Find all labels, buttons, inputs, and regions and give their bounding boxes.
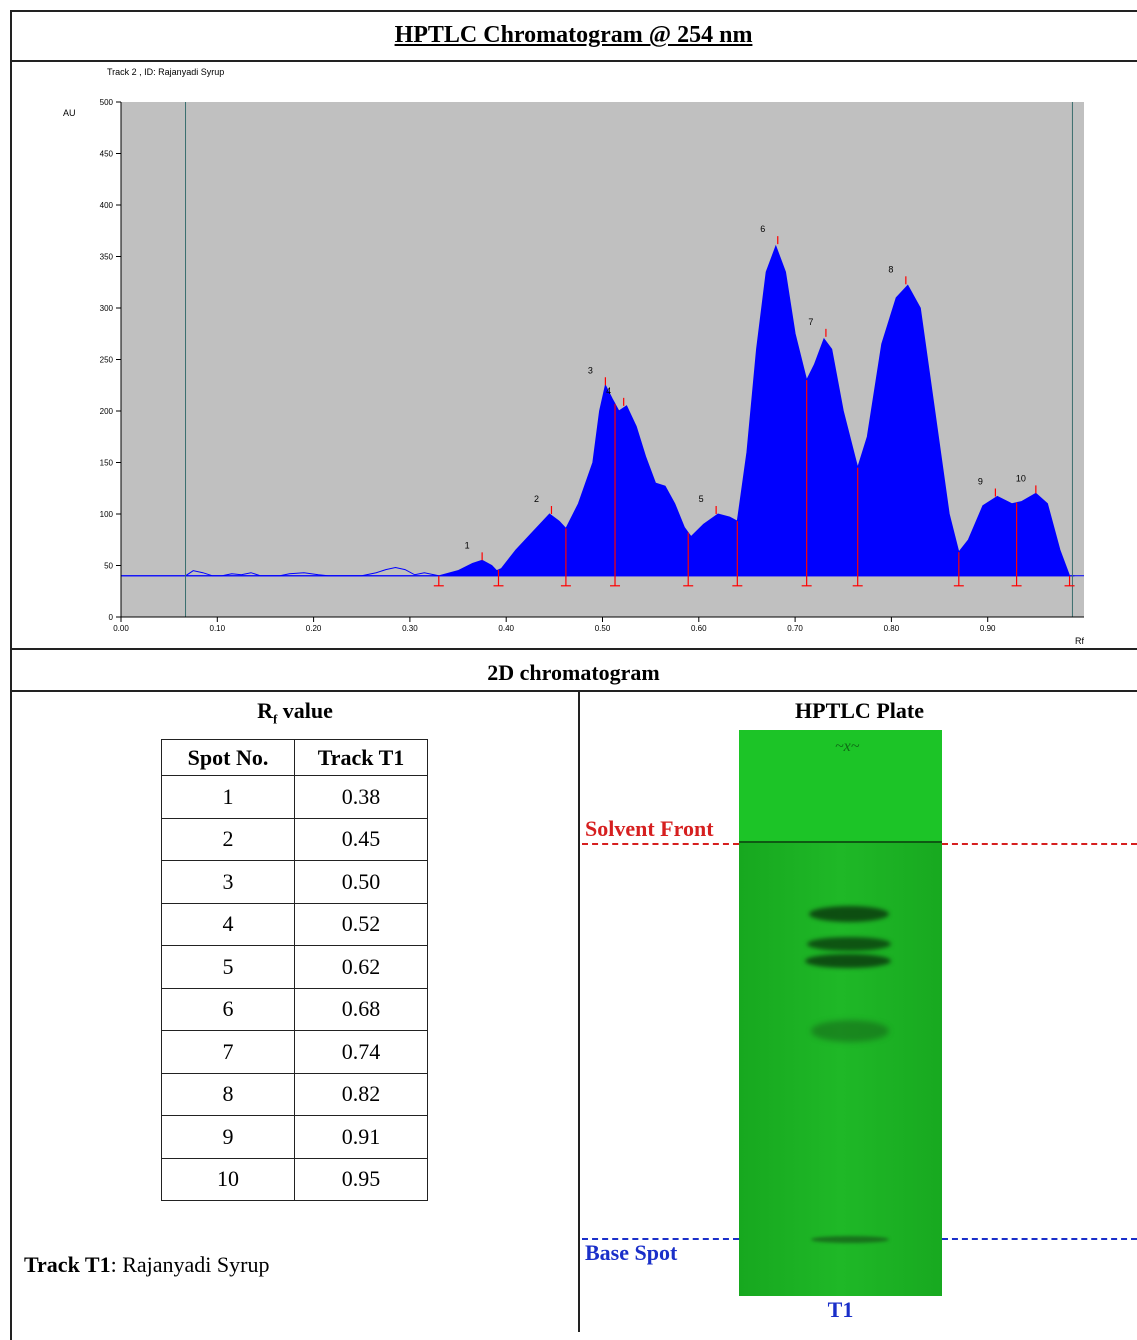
column-header-spot: Spot No.: [161, 739, 295, 776]
x-tick-label: 0.60: [691, 624, 707, 633]
rf-value-cell: 0.45: [294, 817, 428, 861]
rf-value-cell: 0.91: [294, 1115, 428, 1159]
y-tick-label: 400: [100, 201, 114, 210]
table-row: 2 0.45: [161, 817, 428, 861]
solvent-front-label: Solvent Front: [585, 816, 714, 841]
rf-value-cell: 0.82: [294, 1072, 428, 1116]
page-title: HPTLC Chromatogram @ 254 nm: [394, 22, 753, 48]
spot-number-cell: 9: [161, 1115, 295, 1159]
plate-band: [805, 954, 891, 968]
table-row: 7 0.74: [161, 1030, 428, 1074]
peak-label: 10: [1016, 473, 1026, 483]
chromatogram-trace: [121, 244, 1084, 577]
x-tick-label: 0.90: [980, 624, 996, 633]
spot-number-cell: 8: [161, 1072, 295, 1116]
base-spot-label: Base Spot: [585, 1240, 678, 1265]
plate-handwritten-mark: ~x~: [835, 738, 860, 755]
y-axis-label: AU: [63, 108, 76, 118]
plate-band: [807, 937, 891, 951]
panel-divider: [578, 691, 580, 1332]
hptlc-chart: Track 2 , ID: Rajanyadi Syrup AU Rf 0 50 1…: [63, 67, 1084, 646]
y-tick-label: 350: [100, 253, 114, 262]
spot-number-cell: 1: [161, 775, 295, 819]
peak-label: 8: [888, 264, 893, 274]
y-tick-label: 300: [100, 304, 114, 313]
rf-value-cell: 0.62: [294, 945, 428, 989]
plate-track-label: T1: [827, 1297, 854, 1322]
plate-heading: HPTLC Plate: [795, 698, 924, 723]
x-tick-label: 0.80: [884, 624, 900, 633]
peak-label: 9: [978, 476, 983, 486]
spot-number-cell: 10: [161, 1157, 295, 1201]
base-line-left: [582, 1238, 739, 1240]
rf-value-cell: 0.74: [294, 1030, 428, 1074]
title-divider: [10, 60, 1137, 62]
rf-heading: Rf value: [257, 698, 333, 727]
rf-value-cell: 0.68: [294, 987, 428, 1031]
rf-table: Spot No. Track T1 1 0.38 2 0.45 3 0.50 4 0.52 5 0…: [161, 739, 428, 1201]
hptlc-plate-image: ~x~: [739, 730, 942, 1296]
y-tick-label: 0: [109, 613, 114, 622]
plate-solvent-front: [739, 841, 942, 843]
x-tick-label: 0.20: [306, 624, 322, 633]
spot-number-cell: 7: [161, 1030, 295, 1074]
peak-label: 4: [606, 386, 611, 396]
plate-band: [809, 906, 889, 922]
rf-value-cell: 0.38: [294, 775, 428, 819]
track-note: Track T1: Rajanyadi Syrup: [24, 1252, 270, 1277]
x-tick-label: 0.50: [595, 624, 611, 633]
peak-label: 1: [465, 540, 470, 550]
peak-label: 3: [588, 365, 593, 375]
table-row: 3 0.50: [161, 860, 428, 904]
peak-label: 2: [534, 494, 539, 504]
y-tick-label: 500: [100, 98, 114, 107]
plate-band: [811, 1020, 889, 1042]
y-tick-label: 50: [104, 562, 113, 571]
spot-number-cell: 5: [161, 945, 295, 989]
base-line-right: [942, 1238, 1137, 1240]
chart-divider: [10, 648, 1137, 650]
table-row: 9 0.91: [161, 1115, 428, 1159]
plate-upper-region: [739, 730, 942, 842]
peak-label: 6: [760, 224, 765, 234]
x-tick-label: 0.30: [402, 624, 418, 633]
table-row: 1 0.38: [161, 775, 428, 819]
spot-number-cell: 4: [161, 902, 295, 946]
spot-number-cell: 6: [161, 987, 295, 1031]
report-frame: [10, 10, 1137, 1340]
solvent-front-line-left: [582, 843, 739, 845]
x-tick-label: 0.00: [113, 624, 129, 633]
section-divider: [10, 690, 1137, 692]
peak-label: 7: [808, 317, 813, 327]
table-row: 10 0.95: [161, 1157, 428, 1201]
rf-value-cell: 0.50: [294, 860, 428, 904]
column-header-track: Track T1: [294, 739, 428, 776]
y-tick-label: 250: [100, 356, 114, 365]
x-axis-label: Rf: [1075, 636, 1084, 646]
y-tick-label: 450: [100, 150, 114, 159]
table-row: 4 0.52: [161, 902, 428, 946]
y-tick-label: 150: [100, 459, 114, 468]
solvent-front-line-right: [942, 843, 1137, 845]
plate-band: [811, 1236, 889, 1243]
y-tick-label: 200: [100, 407, 114, 416]
table-row: 6 0.68: [161, 987, 428, 1031]
x-tick-label: 0.70: [787, 624, 803, 633]
peak-label: 5: [699, 494, 704, 504]
spot-number-cell: 3: [161, 860, 295, 904]
rf-table-header: Spot No. Track T1: [161, 739, 428, 776]
y-tick-label: 100: [100, 510, 114, 519]
chart-track-label: Track 2 , ID: Rajanyadi Syrup: [107, 67, 224, 77]
x-tick-label: 0.40: [498, 624, 514, 633]
rf-value-cell: 0.52: [294, 902, 428, 946]
section-2d-title: 2D chromatogram: [487, 660, 660, 685]
spot-number-cell: 2: [161, 817, 295, 861]
table-row: 5 0.62: [161, 945, 428, 989]
table-row: 8 0.82: [161, 1072, 428, 1116]
rf-value-cell: 0.95: [294, 1157, 428, 1201]
x-tick-label: 0.10: [210, 624, 226, 633]
